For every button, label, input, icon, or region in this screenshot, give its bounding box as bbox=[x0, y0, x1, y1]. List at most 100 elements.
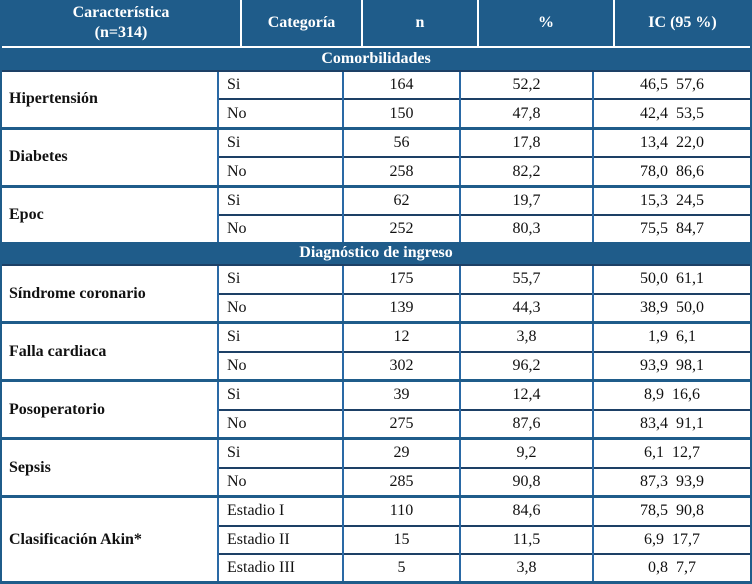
column-header-ic: IC (95 %) bbox=[648, 14, 717, 31]
column-header-n: n bbox=[363, 0, 479, 46]
ic-cell: 8,9 16,6 bbox=[591, 379, 751, 410]
characteristic-cell: Clasificación Akin* bbox=[2, 495, 218, 581]
category-cell: Si bbox=[217, 126, 343, 158]
n-cell: 139 bbox=[342, 292, 460, 323]
n-cell: 15 bbox=[342, 524, 460, 555]
n-cell: 175 bbox=[342, 264, 460, 294]
category-cell: No bbox=[217, 156, 343, 187]
table-row: Hipertensión Si 164 52,2 46,5 57,6 bbox=[2, 69, 751, 129]
category-cell: Si bbox=[217, 69, 343, 100]
percent-cell: 90,8 bbox=[459, 466, 593, 497]
ic-cell: 15,3 24,5 bbox=[591, 184, 751, 216]
ic-cell: 13,4 22,0 bbox=[591, 126, 751, 158]
table-row: No 252 80,3 75,5 84,7 bbox=[2, 214, 751, 243]
ic-cell: 1,9 6,1 bbox=[591, 321, 751, 352]
category-cell: Estadio III bbox=[217, 553, 343, 581]
table-row: No 150 47,8 42,4 53,5 bbox=[2, 98, 751, 129]
column-header-caracteristica-line1: Característica bbox=[72, 4, 170, 21]
percent-cell: 12,4 bbox=[459, 379, 593, 410]
percent-cell: 44,3 bbox=[459, 292, 593, 323]
n-cell: 39 bbox=[342, 379, 460, 410]
percent-cell: 3,8 bbox=[459, 321, 593, 352]
n-cell: 164 bbox=[342, 69, 460, 100]
n-cell: 5 bbox=[342, 553, 460, 581]
table-row: Síndrome coronario Si 175 55,7 50,0 61,1 bbox=[2, 264, 751, 323]
category-cell: Estadio I bbox=[217, 495, 343, 526]
table-row: No 139 44,3 38,9 50,0 bbox=[2, 292, 751, 323]
table-row: Estadio III 5 3,8 0,8 7,7 bbox=[2, 553, 751, 581]
table-row: No 285 90,8 87,3 93,9 bbox=[2, 466, 751, 497]
section-header-row: Comorbilidades bbox=[2, 48, 751, 71]
table-row: Estadio II 15 11,5 6,9 17,7 bbox=[2, 524, 751, 555]
n-cell: 29 bbox=[342, 437, 460, 468]
ic-cell: 83,4 91,1 bbox=[591, 408, 751, 439]
category-cell: No bbox=[217, 214, 343, 243]
table-row: No 275 87,6 83,4 91,1 bbox=[2, 408, 751, 439]
ic-cell: 75,5 84,7 bbox=[591, 214, 751, 243]
category-cell: Si bbox=[217, 379, 343, 410]
section-title: Comorbilidades bbox=[2, 48, 751, 71]
column-header-caracteristica-line2: (n=314) bbox=[94, 24, 148, 41]
characteristic-cell: Sepsis bbox=[2, 437, 218, 497]
table-row: Sepsis Si 29 9,2 6,1 12,7 bbox=[2, 437, 751, 497]
category-cell: No bbox=[217, 350, 343, 381]
n-cell: 258 bbox=[342, 156, 460, 187]
table-row: Diabetes Si 56 17,8 13,4 22,0 bbox=[2, 126, 751, 187]
category-cell: Si bbox=[217, 184, 343, 216]
table-row: Epoc Si 62 19,7 15,3 24,5 bbox=[2, 184, 751, 243]
table-header-row: Característica (n=314) Categoría n % IC … bbox=[2, 0, 750, 46]
column-header-caracteristica: Característica (n=314) bbox=[2, 0, 242, 46]
percent-cell: 96,2 bbox=[459, 350, 593, 381]
n-cell: 285 bbox=[342, 466, 460, 497]
column-header-categoria: Categoría bbox=[242, 0, 363, 46]
n-cell: 275 bbox=[342, 408, 460, 439]
section-title: Diagnóstico de ingreso bbox=[2, 242, 751, 266]
n-cell: 150 bbox=[342, 98, 460, 129]
ic-cell: 78,0 86,6 bbox=[591, 156, 751, 187]
percent-cell: 17,8 bbox=[459, 126, 593, 158]
percent-cell: 82,2 bbox=[459, 156, 593, 187]
n-cell: 110 bbox=[342, 495, 460, 526]
table-row: Posoperatorio Si 39 12,4 8,9 16,6 bbox=[2, 379, 751, 439]
table-row: Falla cardiaca Si 12 3,8 1,9 6,1 bbox=[2, 321, 751, 381]
category-cell: Si bbox=[217, 437, 343, 468]
n-cell: 56 bbox=[342, 126, 460, 158]
percent-cell: 3,8 bbox=[459, 553, 593, 581]
category-cell: No bbox=[217, 408, 343, 439]
category-cell: No bbox=[217, 292, 343, 323]
category-cell: No bbox=[217, 466, 343, 497]
n-cell: 62 bbox=[342, 184, 460, 216]
table-row: Clasificación Akin* Estadio I 110 84,6 78,5 … bbox=[2, 495, 751, 581]
section-header-row: Diagnóstico de ingreso bbox=[2, 242, 751, 266]
category-cell: Si bbox=[217, 264, 343, 294]
ic-cell: 6,1 12,7 bbox=[591, 437, 751, 468]
table-row: No 258 82,2 78,0 86,6 bbox=[2, 156, 751, 187]
ic-cell: 93,9 98,1 bbox=[591, 350, 751, 381]
percent-cell: 55,7 bbox=[459, 264, 593, 294]
category-cell: No bbox=[217, 98, 343, 129]
ic-cell: 78,5 90,8 bbox=[591, 495, 751, 526]
ic-cell: 38,9 50,0 bbox=[591, 292, 751, 323]
header-divider bbox=[2, 46, 750, 48]
n-cell: 12 bbox=[342, 321, 460, 352]
category-cell: Si bbox=[217, 321, 343, 352]
characteristic-cell: Posoperatorio bbox=[2, 379, 218, 439]
ic-cell: 46,5 57,6 bbox=[591, 69, 751, 100]
ic-cell: 50,0 61,1 bbox=[591, 264, 751, 294]
table-body: Comorbilidades Hipertensión Si 164 52,2 46,5 … bbox=[2, 48, 751, 581]
n-cell: 302 bbox=[342, 350, 460, 381]
characteristic-cell: Epoc bbox=[2, 184, 218, 243]
percent-cell: 80,3 bbox=[459, 214, 593, 243]
percent-cell: 19,7 bbox=[459, 184, 593, 216]
characteristic-cell: Diabetes bbox=[2, 126, 218, 187]
percent-cell: 11,5 bbox=[459, 524, 593, 555]
percent-cell: 9,2 bbox=[459, 437, 593, 468]
column-header-percent: % bbox=[479, 0, 615, 46]
percent-cell: 47,8 bbox=[459, 98, 593, 129]
percent-cell: 87,6 bbox=[459, 408, 593, 439]
characteristic-cell: Falla cardiaca bbox=[2, 321, 218, 381]
ic-cell: 42,4 53,5 bbox=[591, 98, 751, 129]
n-cell: 252 bbox=[342, 214, 460, 243]
category-cell: Estadio II bbox=[217, 524, 343, 555]
